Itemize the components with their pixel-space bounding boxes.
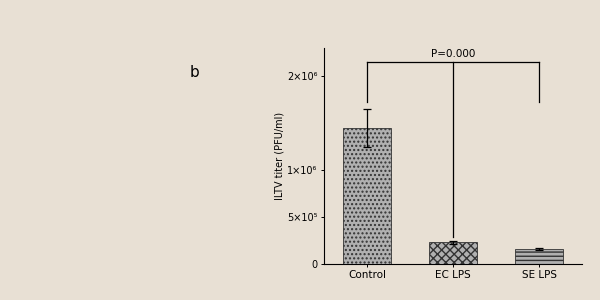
Y-axis label: ILTV titer (PFU/ml): ILTV titer (PFU/ml): [274, 112, 284, 200]
Text: b: b: [190, 65, 200, 80]
Text: P=0.000: P=0.000: [431, 49, 475, 59]
Bar: [343, 128, 391, 264]
Bar: [515, 249, 563, 264]
Bar: [430, 242, 476, 264]
